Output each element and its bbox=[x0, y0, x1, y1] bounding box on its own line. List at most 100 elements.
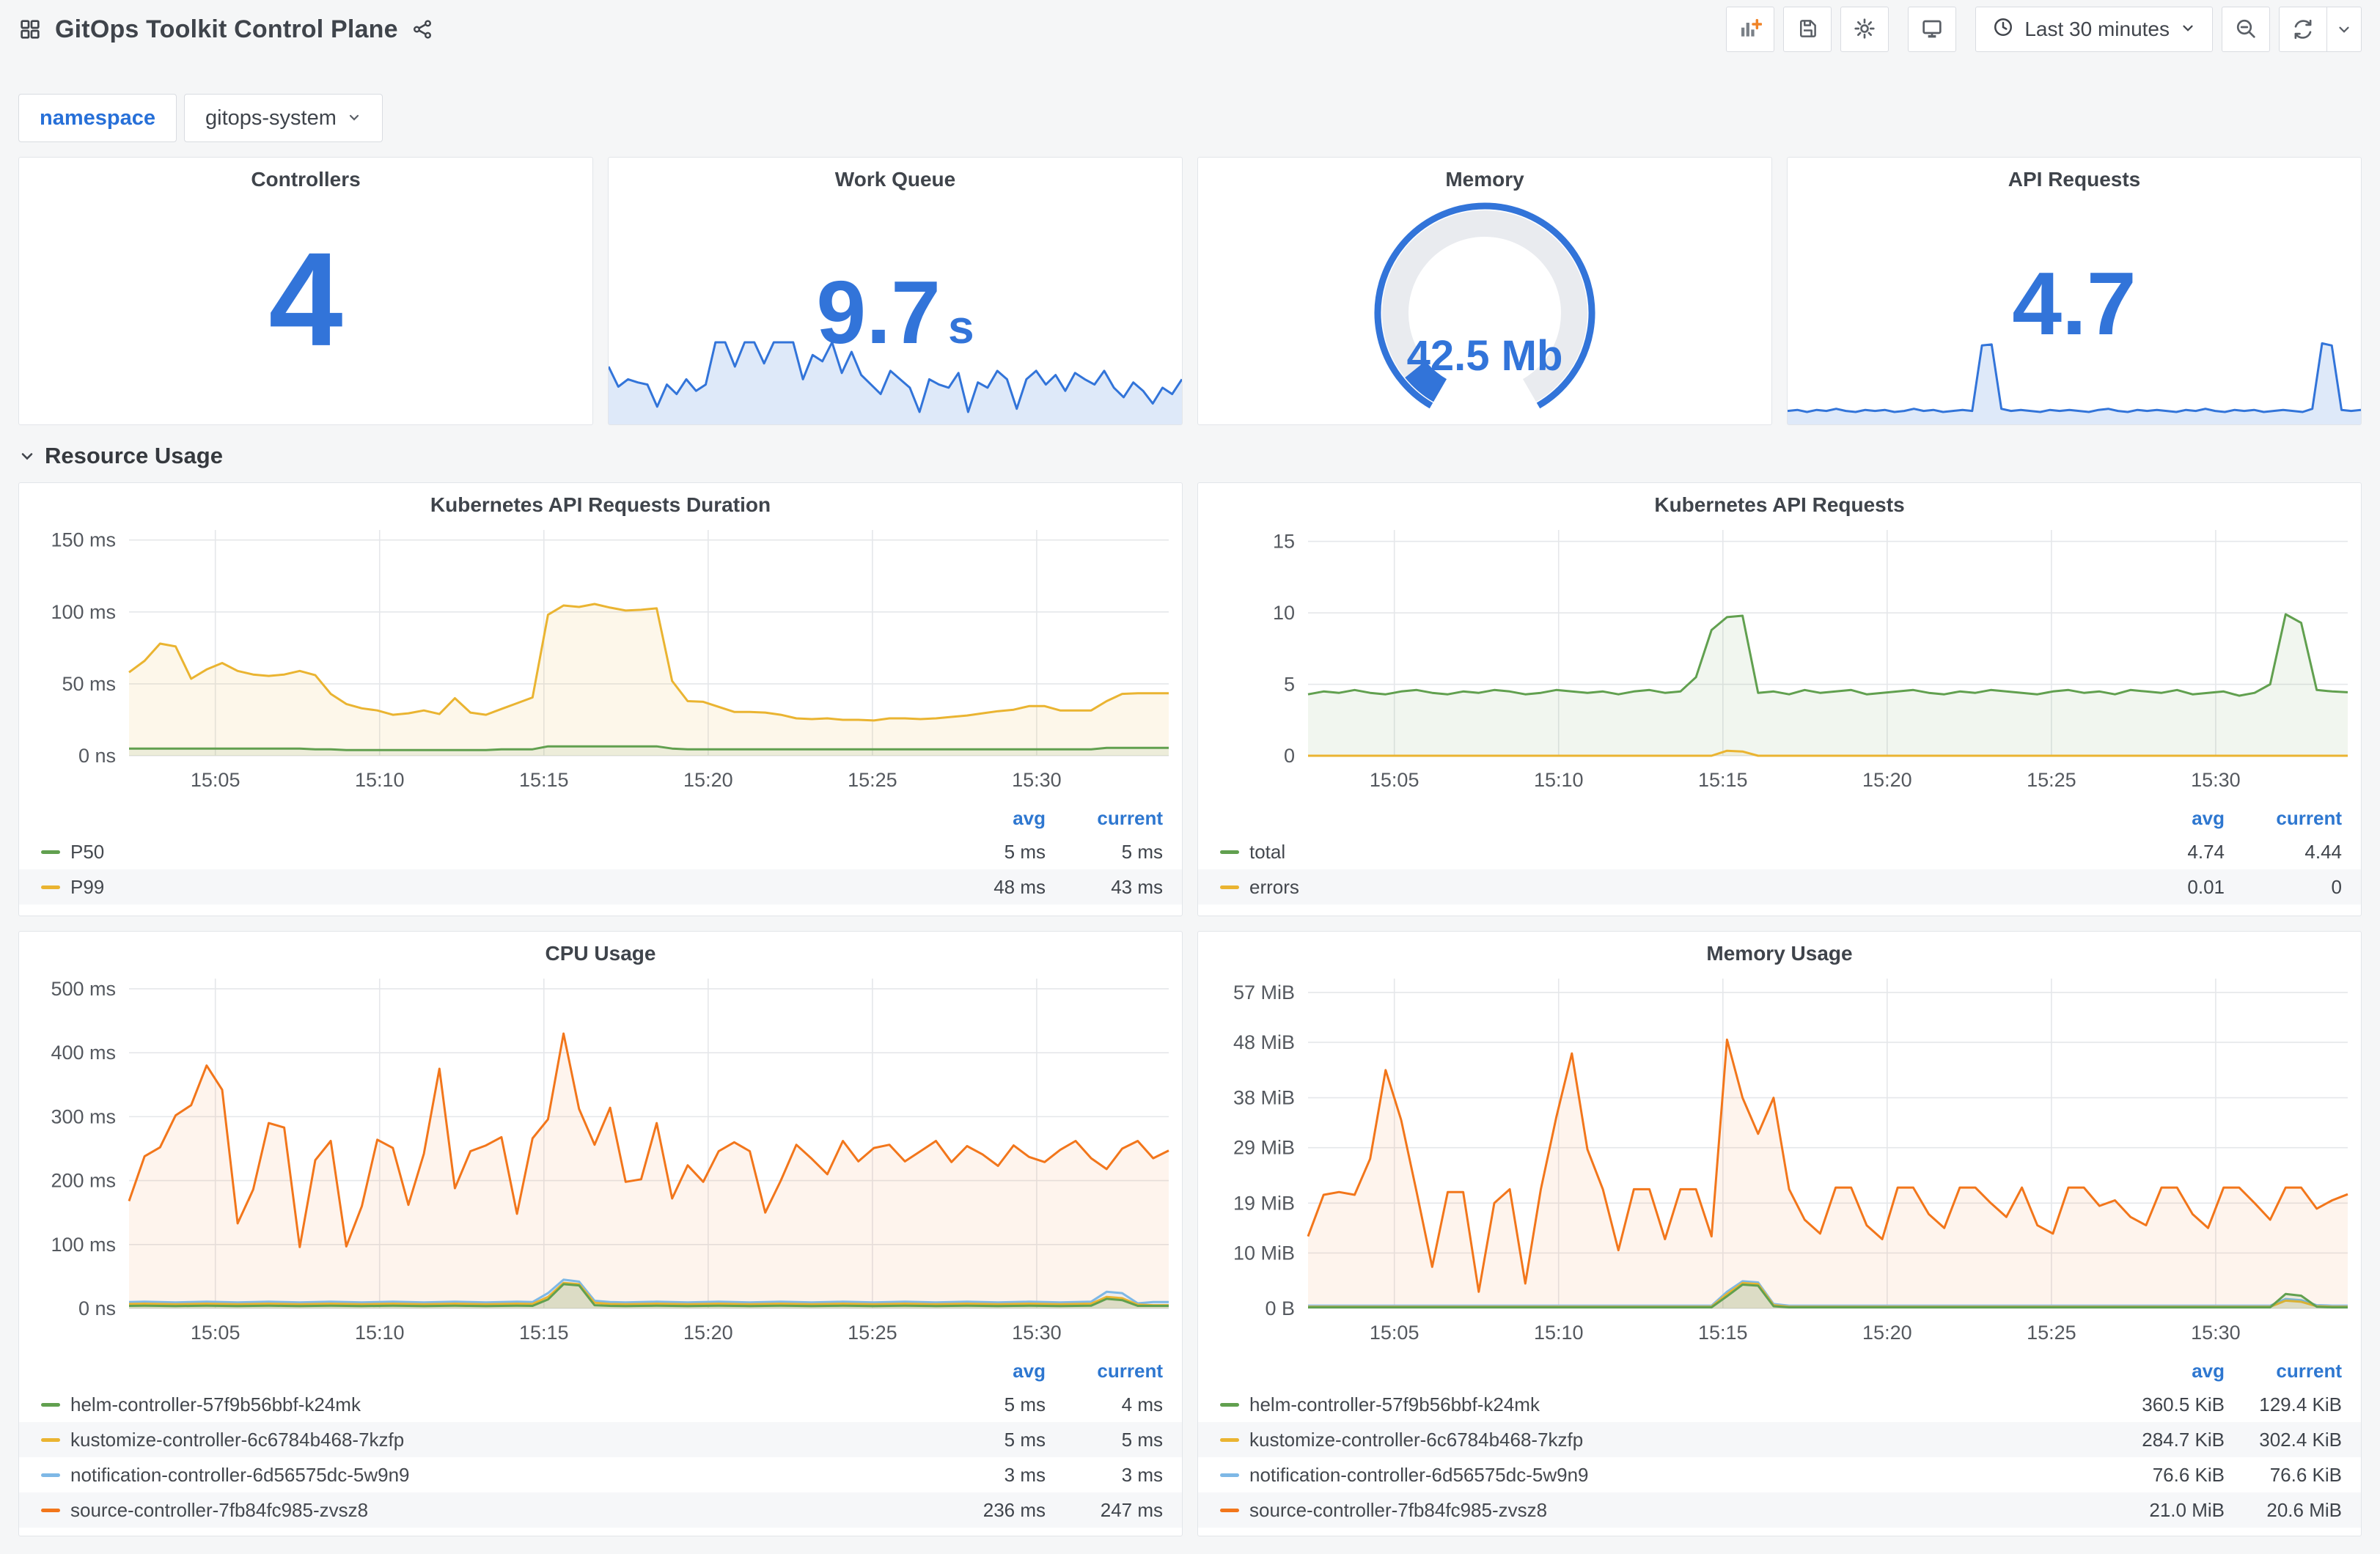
svg-text:15:15: 15:15 bbox=[519, 1322, 569, 1344]
legend-sort-avg[interactable]: avg bbox=[1013, 807, 1046, 829]
svg-text:15:30: 15:30 bbox=[2191, 769, 2241, 791]
zoom-out-time-button[interactable] bbox=[2222, 7, 2270, 52]
panel-memory: Memory 42.5 Mb bbox=[1197, 157, 1772, 425]
svg-text:15:05: 15:05 bbox=[191, 769, 240, 791]
panel-k8s-api-requests: Kubernetes API Requests 0 5 10 15 15:05 15:10… bbox=[1197, 482, 2362, 916]
series-current: 4 ms bbox=[1121, 1393, 1163, 1415]
series-current: 76.6 KiB bbox=[2269, 1463, 2342, 1486]
panel-title[interactable]: Controllers bbox=[251, 168, 361, 191]
cycle-view-mode-button[interactable] bbox=[1908, 7, 1957, 52]
series-color-dash bbox=[41, 885, 60, 889]
svg-text:10: 10 bbox=[1273, 602, 1295, 624]
api-requests-sparkline[interactable] bbox=[1788, 313, 2361, 424]
timeseries-plot[interactable]: 0 ns 100 ms 200 ms 300 ms 400 ms 500 ms 15:05 1… bbox=[19, 970, 1182, 1351]
panel-title[interactable]: CPU Usage bbox=[545, 942, 656, 965]
panel-api-requests: API Requests 4.7 bbox=[1787, 157, 2362, 425]
svg-text:15:20: 15:20 bbox=[683, 1322, 733, 1344]
series-name[interactable]: helm-controller-57f9b56bbf-k24mk bbox=[70, 1393, 361, 1415]
legend-row: P99 48 ms 43 ms bbox=[19, 869, 1182, 905]
timeseries-plot[interactable]: 0 B 10 MiB 19 MiB 29 MiB 38 MiB 48 MiB 57 MiB 1… bbox=[1198, 970, 2361, 1351]
series-name[interactable]: kustomize-controller-6c6784b468-7kzfp bbox=[70, 1428, 405, 1451]
svg-text:200 ms: 200 ms bbox=[51, 1170, 116, 1192]
series-name[interactable]: P99 bbox=[70, 875, 105, 898]
series-name[interactable]: source-controller-7fb84fc985-zvsz8 bbox=[70, 1498, 369, 1521]
legend-row: errors 0.01 0 bbox=[1198, 869, 2361, 905]
series-name[interactable]: P50 bbox=[70, 840, 105, 863]
panel-title[interactable]: Work Queue bbox=[834, 168, 956, 191]
svg-text:15:25: 15:25 bbox=[2027, 769, 2076, 791]
panel-title[interactable]: API Requests bbox=[2008, 168, 2141, 191]
series-color-dash bbox=[41, 1508, 60, 1512]
panel-title[interactable]: Memory bbox=[1445, 168, 1524, 191]
series-color-dash bbox=[41, 850, 60, 854]
panel-title[interactable]: Kubernetes API Requests bbox=[1654, 493, 1905, 516]
legend-row: P50 5 ms 5 ms bbox=[19, 834, 1182, 869]
svg-text:15:25: 15:25 bbox=[848, 769, 897, 791]
series-name[interactable]: notification-controller-6d56575dc-5w9n9 bbox=[70, 1463, 410, 1486]
time-range-picker[interactable]: Last 30 minutes bbox=[1975, 7, 2213, 52]
svg-text:15:20: 15:20 bbox=[683, 769, 733, 791]
timeseries-plot[interactable]: 0 5 10 15 15:05 15:10 15:15 15:20 15:25 15:30 bbox=[1198, 521, 2361, 798]
add-panel-icon bbox=[1738, 17, 1763, 43]
memory-gauge[interactable]: 42.5 Mb bbox=[1198, 200, 1771, 419]
svg-text:150 ms: 150 ms bbox=[51, 529, 116, 551]
save-dashboard-button[interactable] bbox=[1783, 7, 1832, 52]
legend-sort-current[interactable]: current bbox=[2276, 1360, 2342, 1382]
svg-text:15:10: 15:10 bbox=[1534, 1322, 1584, 1344]
stat-value-work-queue: 9.7 s bbox=[816, 262, 974, 362]
share-icon[interactable] bbox=[411, 18, 433, 40]
legend-sort-current[interactable]: current bbox=[2276, 807, 2342, 829]
series-name[interactable]: total bbox=[1249, 840, 1286, 863]
svg-text:50 ms: 50 ms bbox=[62, 673, 116, 695]
series-avg: 0.01 bbox=[2187, 875, 2225, 898]
panel-cpu-usage: CPU Usage 0 ns 100 ms 200 ms 300 ms 400 ms 50… bbox=[18, 931, 1183, 1536]
dashboard-settings-button[interactable] bbox=[1840, 7, 1889, 52]
chevron-down-icon bbox=[2180, 18, 2196, 41]
series-name[interactable]: kustomize-controller-6c6784b468-7kzfp bbox=[1249, 1428, 1584, 1451]
legend-sort-current[interactable]: current bbox=[1097, 1360, 1163, 1382]
series-avg: 284.7 KiB bbox=[2142, 1428, 2225, 1451]
panel-work-queue: Work Queue 9.7 s bbox=[608, 157, 1183, 425]
series-name[interactable]: source-controller-7fb84fc985-zvsz8 bbox=[1249, 1498, 1548, 1521]
svg-text:5: 5 bbox=[1284, 674, 1295, 696]
svg-text:15:20: 15:20 bbox=[1862, 1322, 1912, 1344]
series-color-dash bbox=[1220, 1473, 1239, 1477]
row-resource-usage[interactable]: Resource Usage bbox=[18, 443, 2362, 469]
refresh-interval-chevron[interactable] bbox=[2326, 7, 2361, 51]
timeseries-plot[interactable]: 0 ns 50 ms 100 ms 150 ms 15:05 15:10 15:15 15:2… bbox=[19, 521, 1182, 798]
legend-sort-avg[interactable]: avg bbox=[2192, 807, 2225, 829]
series-name[interactable]: helm-controller-57f9b56bbf-k24mk bbox=[1249, 1393, 1540, 1415]
refresh-button[interactable] bbox=[2279, 7, 2362, 52]
svg-text:15:10: 15:10 bbox=[1534, 769, 1584, 791]
stat-value-api-requests: 4.7 bbox=[2012, 254, 2137, 353]
legend-sort-avg[interactable]: avg bbox=[2192, 1360, 2225, 1382]
series-name[interactable]: errors bbox=[1249, 875, 1299, 898]
series-avg: 48 ms bbox=[993, 875, 1046, 898]
variable-label-namespace[interactable]: namespace bbox=[18, 94, 177, 142]
series-name[interactable]: notification-controller-6d56575dc-5w9n9 bbox=[1249, 1463, 1589, 1486]
refresh-icon[interactable] bbox=[2280, 7, 2326, 51]
svg-text:15:10: 15:10 bbox=[355, 769, 405, 791]
svg-text:15:25: 15:25 bbox=[2027, 1322, 2076, 1344]
svg-text:15:15: 15:15 bbox=[1698, 1322, 1748, 1344]
svg-text:300 ms: 300 ms bbox=[51, 1105, 116, 1127]
add-panel-button[interactable] bbox=[1726, 7, 1775, 52]
series-current: 4.44 bbox=[2304, 840, 2342, 863]
panel-controllers: Controllers 4 bbox=[18, 157, 593, 425]
legend-sort-current[interactable]: current bbox=[1097, 807, 1163, 829]
svg-text:15:05: 15:05 bbox=[1370, 769, 1419, 791]
legend-row: kustomize-controller-6c6784b468-7kzfp 5 … bbox=[19, 1422, 1182, 1457]
variable-value-dropdown[interactable]: gitops-system bbox=[184, 94, 383, 142]
svg-text:15: 15 bbox=[1273, 531, 1295, 553]
series-current: 302.4 KiB bbox=[2259, 1428, 2342, 1451]
work-queue-sparkline[interactable] bbox=[609, 313, 1182, 424]
svg-text:15:20: 15:20 bbox=[1862, 769, 1912, 791]
svg-text:500 ms: 500 ms bbox=[51, 978, 116, 1000]
svg-text:42.5 Mb: 42.5 Mb bbox=[1407, 332, 1563, 380]
panel-title[interactable]: Memory Usage bbox=[1706, 942, 1853, 965]
panel-title[interactable]: Kubernetes API Requests Duration bbox=[430, 493, 771, 516]
legend-sort-avg[interactable]: avg bbox=[1013, 1360, 1046, 1382]
legend-row: helm-controller-57f9b56bbf-k24mk 360.5 K… bbox=[1198, 1387, 2361, 1422]
monitor-icon bbox=[1920, 17, 1944, 43]
apps-icon[interactable] bbox=[18, 18, 42, 41]
